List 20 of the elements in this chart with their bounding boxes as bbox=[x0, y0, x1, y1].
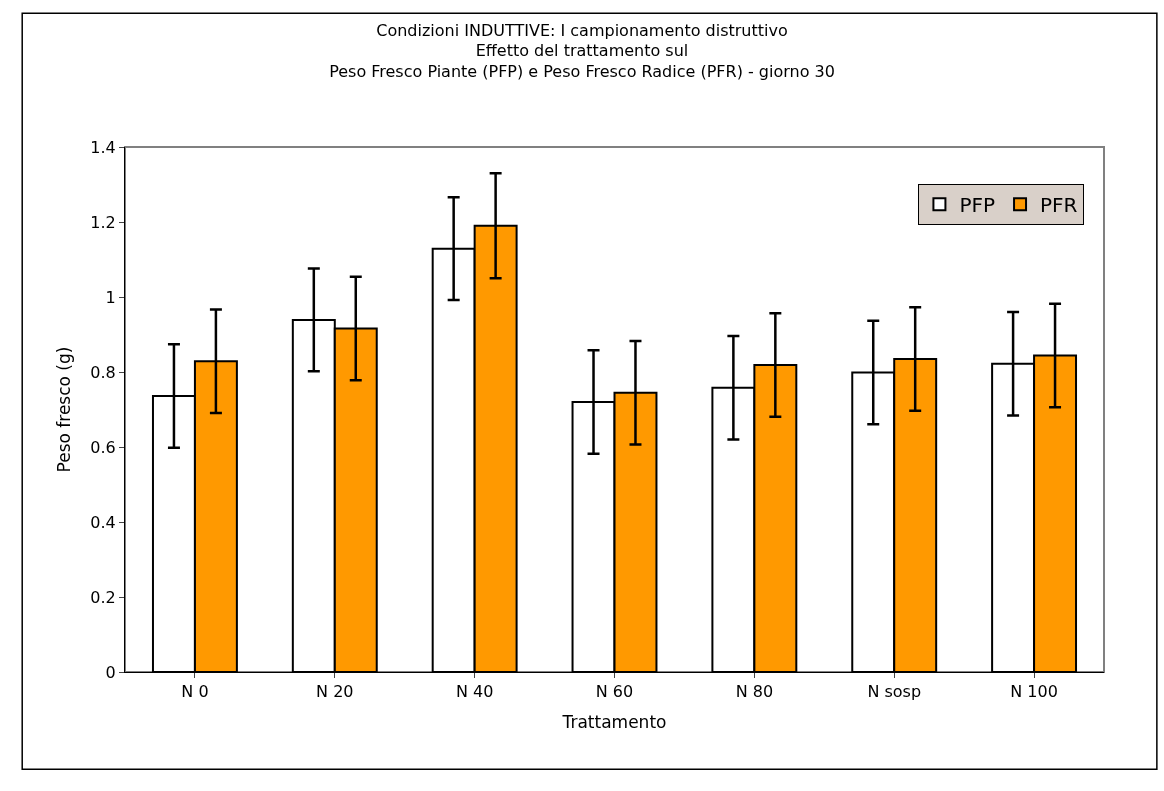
y-tick-label: 0 bbox=[105, 662, 116, 682]
y-tick-label: 0.8 bbox=[90, 362, 116, 382]
y-tick-label: 0.2 bbox=[90, 587, 116, 607]
x-tick-label: N 0 bbox=[181, 682, 209, 702]
y-tick-label: 0.6 bbox=[90, 437, 116, 457]
legend-label: PFR bbox=[1040, 193, 1078, 218]
x-tick-label: N 60 bbox=[595, 682, 634, 702]
legend-label: PFP bbox=[959, 193, 996, 218]
x-tick-label: N 20 bbox=[316, 682, 354, 702]
y-tick-label: 0.4 bbox=[90, 512, 116, 532]
x-tick-label: N 100 bbox=[1010, 682, 1058, 702]
chart-title: Condizioni INDUTTIVE: I campionamento distruttivo Effetto del trattamento sul Peso Fresco Piante (PFP) e Peso Fresco Radice (PFR) - giorno 30 bbox=[329, 20, 835, 82]
y-tick-label: 1 bbox=[105, 287, 116, 307]
x-tick-label: N 80 bbox=[735, 682, 774, 702]
y-tick-label: 1.2 bbox=[90, 212, 116, 232]
x-axis-title: Trattamento bbox=[561, 711, 667, 732]
x-tick-label: N sosp bbox=[867, 682, 922, 702]
y-axis-title: Peso fresco (g) bbox=[53, 346, 74, 473]
y-tick-label: 1.4 bbox=[90, 137, 116, 157]
x-tick-label: N 40 bbox=[455, 682, 494, 702]
